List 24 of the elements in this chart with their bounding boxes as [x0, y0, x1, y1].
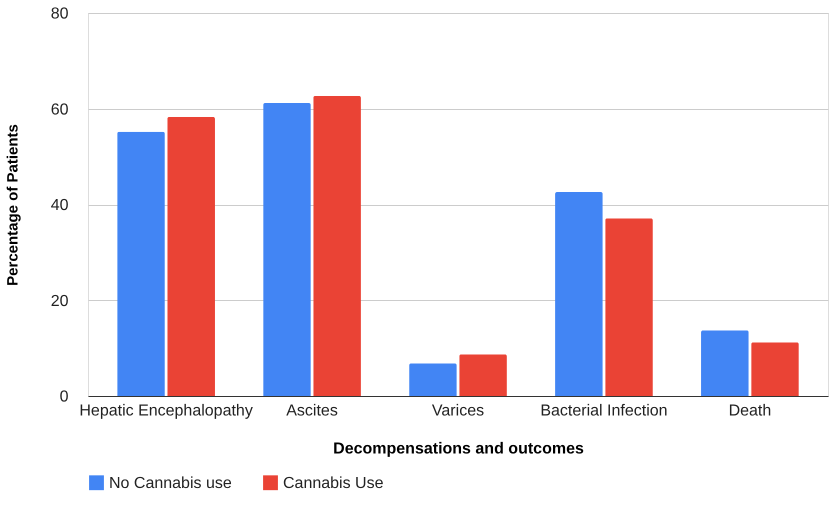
x-tick-label: Death	[728, 402, 772, 420]
bar	[117, 132, 165, 396]
bar	[555, 192, 603, 396]
bar	[167, 116, 215, 396]
x-tick-label: Varices	[432, 402, 484, 420]
y-tick-label: 40	[50, 197, 69, 214]
x-axis-title: Decompensations and outcomes	[333, 440, 584, 458]
y-tick-label: 0	[60, 388, 69, 406]
bar	[605, 218, 653, 396]
bar	[263, 103, 311, 396]
x-tick-label: Hepatic Encephalopathy	[79, 402, 253, 420]
legend-label: Cannabis Use	[283, 474, 384, 492]
y-axis-title: Percentage of Patients	[4, 124, 22, 286]
bar	[409, 363, 457, 396]
bar	[313, 96, 361, 396]
x-tick-label: Bacterial Infection	[540, 402, 668, 420]
x-tick-label: Ascites	[286, 402, 338, 420]
y-tick-label: 20	[50, 292, 69, 310]
bar	[459, 354, 507, 396]
bar	[701, 330, 749, 396]
legend-label: No Cannabis use	[109, 474, 232, 492]
y-tick-label: 80	[50, 6, 69, 22]
bar	[751, 342, 799, 396]
y-tick-label: 60	[50, 101, 69, 118]
